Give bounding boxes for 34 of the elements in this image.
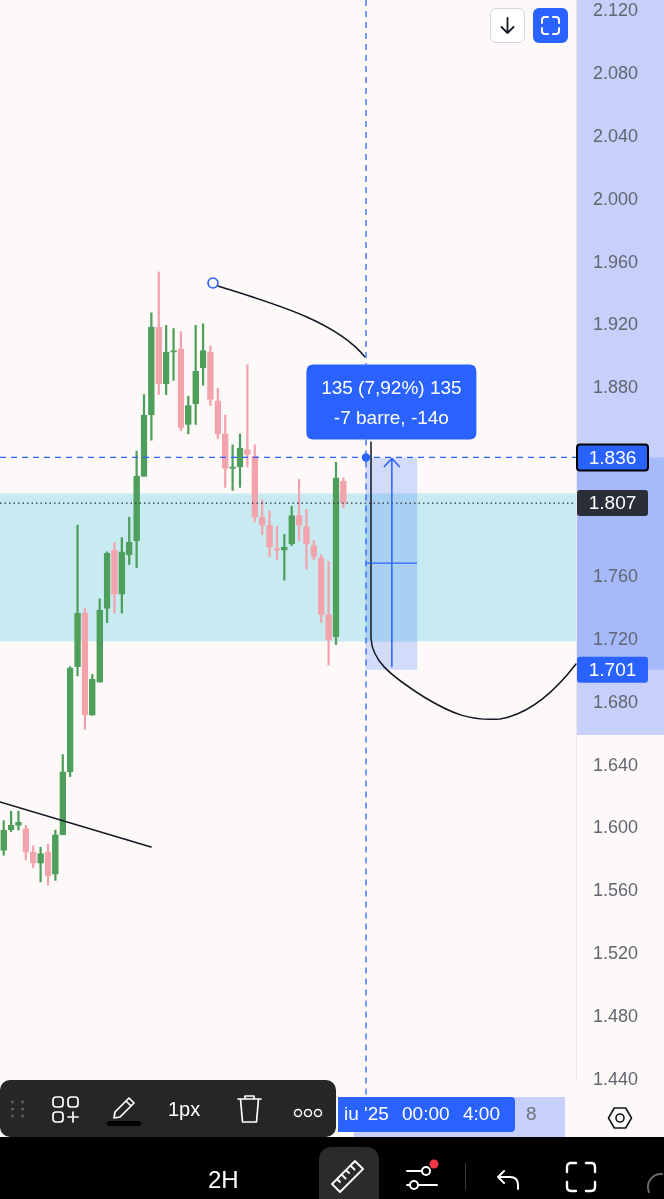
text: 8 <box>526 1102 537 1126</box>
y-tick-label: 1.480 <box>593 1006 639 1027</box>
y-tick-label: 2.120 <box>593 0 639 20</box>
y-tick-label: 1.920 <box>593 314 639 335</box>
y-tick-label: 1.640 <box>593 754 639 775</box>
y-tick-label: 2.080 <box>593 62 639 83</box>
candlestick <box>15 810 22 831</box>
text: 4:00 <box>463 1102 500 1126</box>
text: 00:00 <box>402 1102 450 1126</box>
candlestick <box>37 847 44 883</box>
y-tick-label: 2.000 <box>593 188 639 209</box>
text: 1px <box>168 1097 201 1121</box>
y-tick-label: 1.560 <box>593 880 639 901</box>
y-tick-label: 1.520 <box>593 943 639 964</box>
text: 2H <box>208 1165 239 1195</box>
y-tick-label: 1.760 <box>593 565 639 586</box>
y-tick-label: 1.600 <box>593 817 639 838</box>
candlestick <box>229 444 236 491</box>
y-tick-label: 1.440 <box>593 1068 639 1089</box>
ref-line-label: 1.836 <box>588 446 637 468</box>
y-tick-label: 2.040 <box>593 125 639 146</box>
y-tick-label: 1.680 <box>593 691 639 712</box>
candlestick <box>303 509 310 570</box>
annotation: 135 (7,92%) 135 <box>321 376 462 398</box>
candlestick <box>170 328 177 381</box>
candlestick <box>325 560 332 666</box>
y-tick-label: 1.960 <box>593 251 639 272</box>
text: iu '25 <box>344 1102 389 1126</box>
y-tick-label: 1.720 <box>593 628 639 649</box>
y-tick-label: 1.880 <box>593 377 639 398</box>
ref-line-label: 1.807 <box>588 492 637 514</box>
candlestick <box>244 364 251 468</box>
annotation: -7 barre, -14o <box>333 406 449 428</box>
text: 1.701 <box>588 658 637 680</box>
